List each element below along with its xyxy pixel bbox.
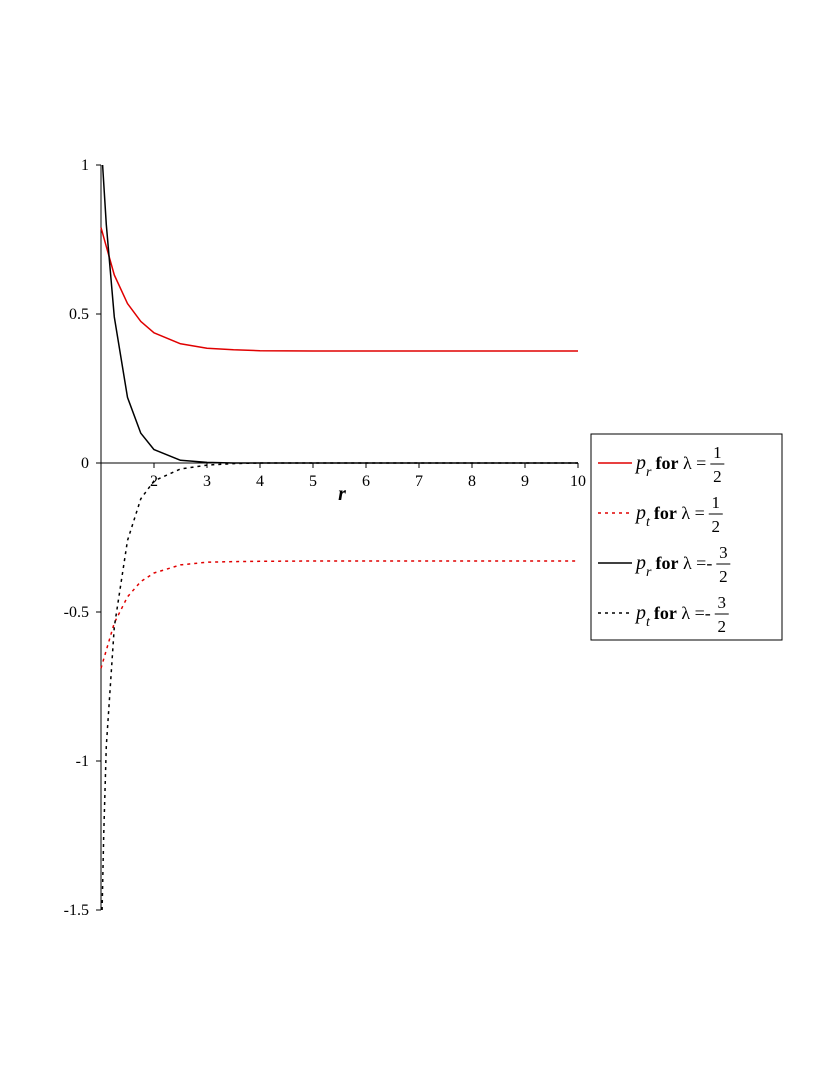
legend-numerator: 3: [719, 543, 728, 562]
series-line: [100, 560, 578, 669]
x-tick-label: 3: [203, 473, 211, 490]
y-tick-label: -1: [76, 753, 89, 770]
legend: [590, 433, 783, 641]
legend-numerator: 1: [712, 493, 721, 512]
y-tick-label: 0.5: [69, 306, 89, 323]
x-tick-label: 8: [468, 473, 476, 490]
x-tick-label: 5: [309, 473, 317, 490]
legend-denominator: 2: [712, 517, 721, 536]
y-tick-label: 0: [81, 455, 89, 472]
legend-symbol: p: [634, 552, 646, 574]
legend-text: for λ =: [654, 503, 705, 523]
legend-text: for λ =: [655, 453, 706, 473]
legend-text: for λ =-: [654, 603, 711, 623]
legend-subscript: r: [646, 565, 652, 580]
legend-subscript: r: [646, 465, 652, 480]
y-tick-label: -1.5: [64, 902, 89, 919]
series-line: [101, 164, 578, 464]
x-tick-label: 9: [521, 473, 529, 490]
legend-subscript: t: [646, 615, 651, 630]
legend-numerator: 1: [713, 443, 722, 462]
x-tick-label: 6: [362, 473, 370, 490]
legend-numerator: 3: [718, 593, 727, 612]
y-tick-label: -0.5: [64, 604, 89, 621]
legend-text: for λ =-: [655, 553, 712, 573]
legend-symbol: p: [634, 502, 646, 524]
legend-symbol: p: [634, 602, 646, 624]
legend-denominator: 2: [718, 617, 727, 636]
series-line: [100, 227, 578, 352]
legend-subscript: t: [646, 515, 651, 530]
series-line: [101, 462, 578, 911]
x-tick-label: 4: [256, 473, 264, 490]
legend-symbol: p: [634, 452, 646, 474]
legend-denominator: 2: [713, 467, 722, 486]
x-axis-label: r: [338, 483, 346, 505]
y-tick-label: 1: [81, 157, 89, 174]
x-tick-label: 7: [415, 473, 423, 490]
x-tick-label: 10: [570, 473, 586, 490]
legend-denominator: 2: [719, 567, 728, 586]
